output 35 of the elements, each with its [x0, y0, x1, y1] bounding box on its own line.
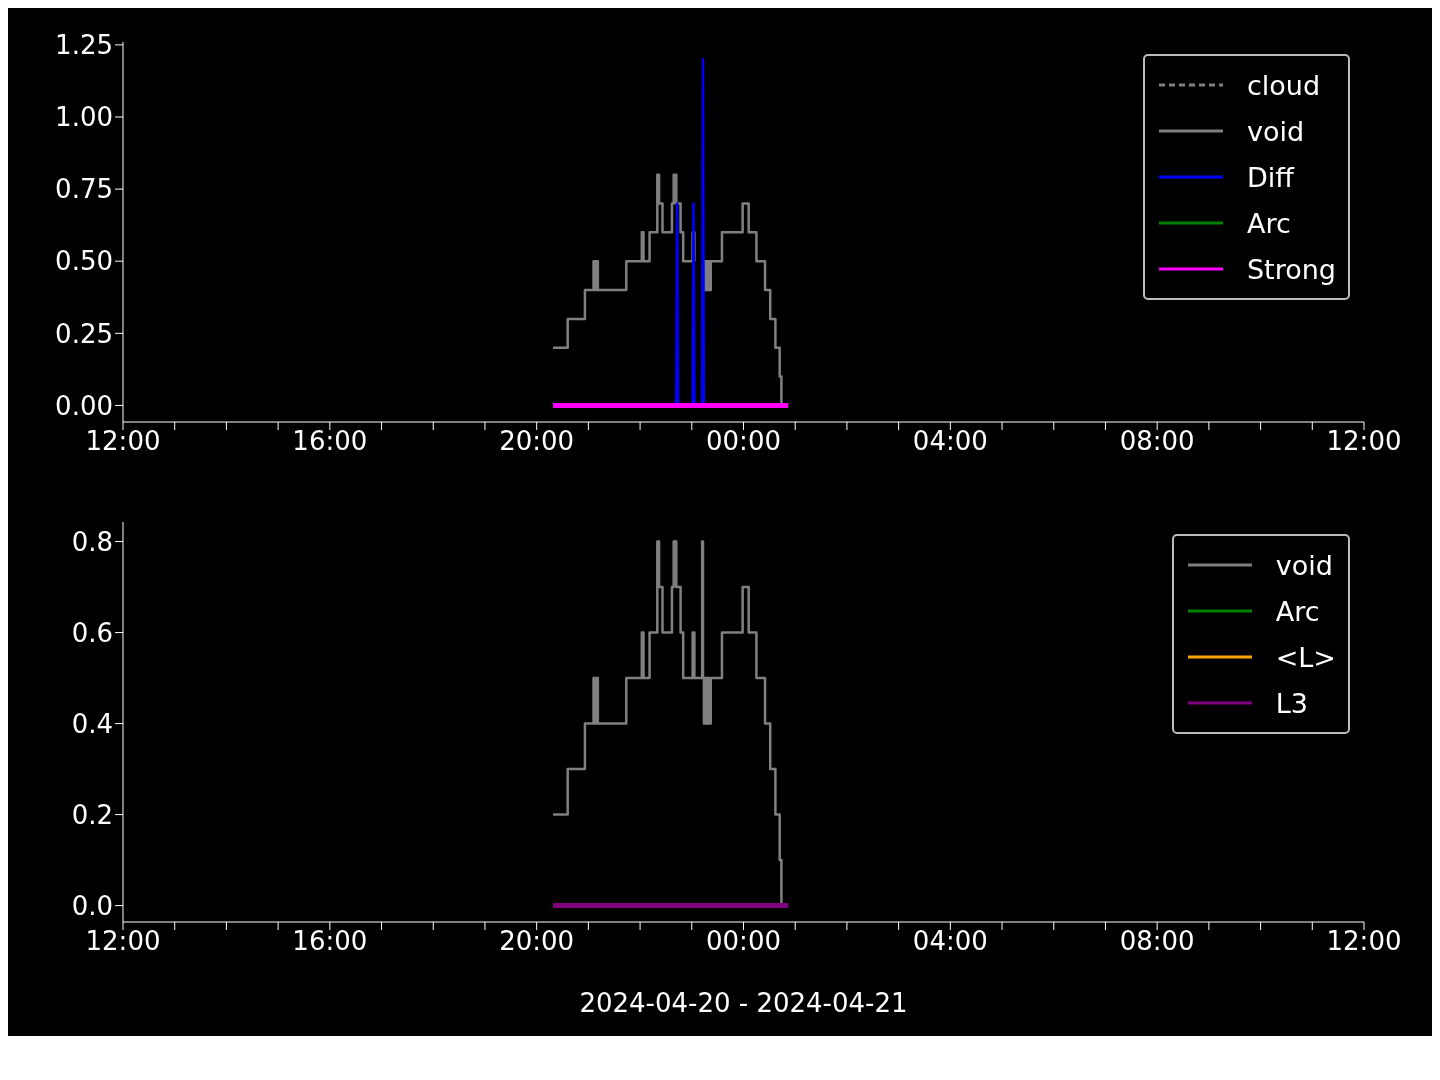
x-tick-label: 08:00: [1119, 926, 1195, 957]
y-tick-label: 0.50: [55, 246, 113, 277]
x-tick-label: 12:00: [85, 926, 161, 957]
x-tick-label: 16:00: [292, 426, 368, 457]
y-tick-label: 0.6: [71, 617, 113, 648]
y-tick-label: 0.8: [71, 526, 113, 557]
x-tick-label: 08:00: [1119, 426, 1195, 457]
legend-label: void: [1246, 115, 1305, 147]
legend-label: Diff: [1246, 161, 1294, 193]
legend-label: L3: [1275, 687, 1308, 719]
legend-label: void: [1275, 549, 1333, 581]
x-tick-label: 00:00: [706, 926, 781, 957]
legend-label: Arc: [1246, 207, 1291, 239]
y-tick-label: 0.75: [55, 174, 113, 205]
legend-label: cloud: [1246, 69, 1321, 101]
x-tick-label: 00:00: [706, 426, 781, 457]
y-tick-label: 0.4: [71, 708, 113, 739]
x-axis-title: 2024-04-20 - 2024-04-21: [579, 988, 908, 1018]
y-tick-label: 0.00: [55, 390, 113, 421]
x-tick-label: 20:00: [499, 426, 575, 457]
x-tick-label: 20:00: [499, 926, 575, 957]
x-tick-label: 04:00: [912, 426, 988, 457]
x-tick-label: 04:00: [912, 926, 988, 957]
y-tick-label: 0.2: [71, 799, 113, 830]
y-tick-label: 1.25: [55, 30, 113, 61]
x-tick-label: 12:00: [1326, 426, 1402, 457]
y-tick-label: 0.25: [55, 318, 113, 349]
y-tick-label: 1.00: [55, 102, 113, 133]
legend-label: Arc: [1275, 595, 1320, 627]
x-tick-label: 12:00: [1326, 926, 1402, 957]
x-tick-label: 12:00: [85, 426, 161, 457]
legend-label: <L>: [1275, 641, 1336, 673]
x-tick-label: 16:00: [292, 926, 368, 957]
legend-label: Strong: [1246, 253, 1336, 285]
y-tick-label: 0.0: [71, 890, 113, 921]
